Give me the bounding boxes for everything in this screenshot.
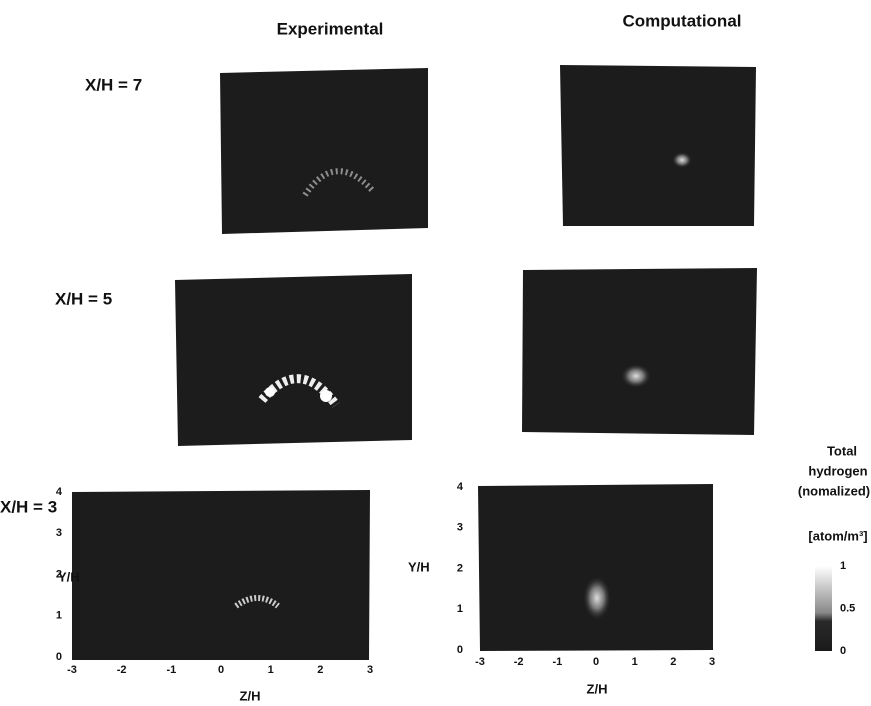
- axis-label: Z/H: [587, 681, 608, 696]
- x-tick-label: 1: [268, 664, 274, 676]
- panel: [175, 274, 412, 446]
- panel: [220, 68, 428, 234]
- x-tick-label: 2: [317, 664, 323, 676]
- row-label: X/H = 3: [0, 497, 57, 516]
- x-tick-label: -1: [552, 656, 562, 668]
- y-tick-label: 1: [56, 610, 62, 622]
- x-tick-label: -1: [166, 664, 176, 676]
- x-tick-label: -3: [475, 656, 485, 668]
- panel: [478, 484, 713, 651]
- row-label: X/H = 5: [55, 289, 112, 308]
- panel: [72, 490, 370, 660]
- figure: Experimental Computational X/H = 7 X/H =…: [0, 0, 871, 706]
- colorbar-title: Total: [827, 443, 857, 458]
- colorbar-title: hydrogen: [808, 463, 867, 478]
- colorbar-unit: [atom/m³]: [808, 528, 867, 543]
- x-tick-label: 2: [670, 656, 676, 668]
- colorbar-tick-label: 1: [840, 560, 846, 572]
- y-tick-label: 1: [457, 603, 463, 615]
- y-tick-label: 3: [56, 527, 62, 539]
- x-tick-label: -2: [117, 664, 127, 676]
- x-tick-label: -3: [67, 664, 77, 676]
- panel: [522, 268, 757, 435]
- x-tick-label: 1: [632, 656, 638, 668]
- x-tick-label: 3: [709, 656, 715, 668]
- y-tick-label: 2: [457, 562, 463, 574]
- y-tick-label: 4: [457, 481, 464, 493]
- colorbar: [815, 566, 832, 651]
- x-tick-label: 0: [218, 664, 224, 676]
- x-tick-label: 0: [593, 656, 599, 668]
- y-tick-label: 3: [457, 522, 463, 534]
- column-header: Experimental: [277, 19, 384, 38]
- panel: [560, 65, 756, 226]
- y-tick-label: 0: [56, 651, 62, 663]
- axis-label: Y/H: [408, 559, 430, 574]
- column-header: Computational: [623, 11, 742, 30]
- y-tick-label: 4: [56, 486, 63, 498]
- colorbar-tick-label: 0.5: [840, 602, 855, 614]
- x-tick-label: -2: [514, 656, 524, 668]
- colorbar-tick-label: 0: [840, 645, 846, 657]
- row-label: X/H = 7: [85, 75, 142, 94]
- colorbar-title: (nomalized): [798, 483, 870, 498]
- x-tick-label: 3: [367, 664, 373, 676]
- axis-label: Z/H: [240, 688, 261, 703]
- y-tick-label: 0: [457, 644, 463, 656]
- y-tick-label: 2: [56, 568, 62, 580]
